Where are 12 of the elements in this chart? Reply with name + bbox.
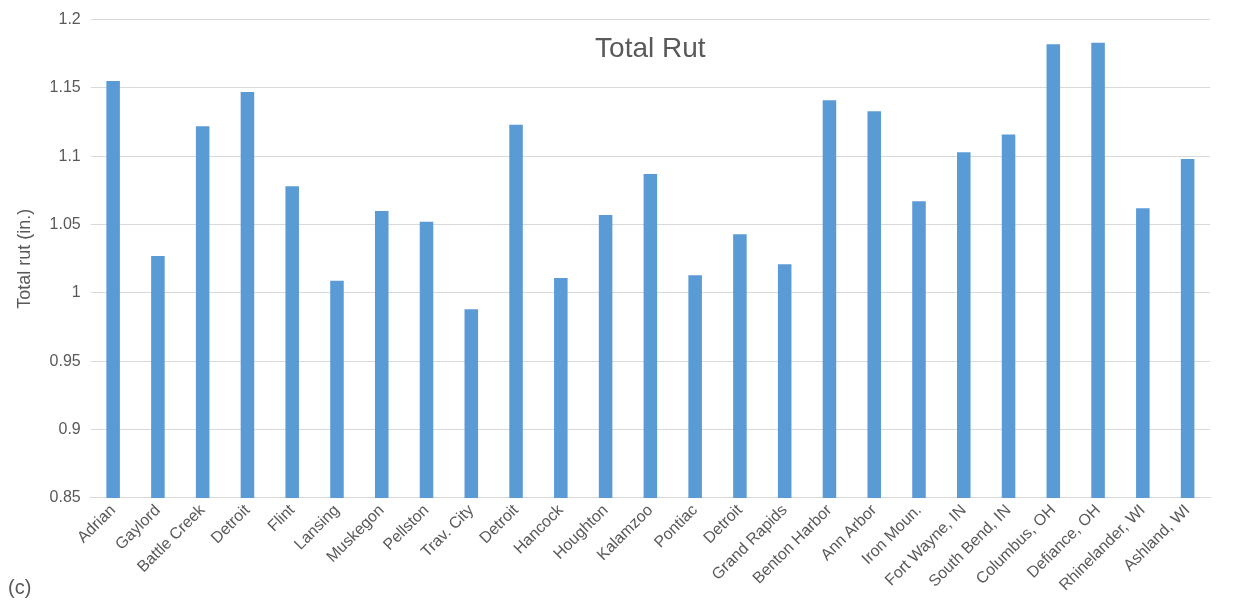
text: Total Rut (595, 32, 706, 64)
y-axis-title: Total rut (in.) (13, 208, 34, 309)
y-tick-label: 1.15 (49, 78, 81, 96)
y-tick-label: 1 (71, 283, 81, 301)
y-tick-label: 0.9 (58, 420, 81, 437)
y-tick-label: 1.05 (49, 215, 81, 232)
y-tick-label: 0.95 (49, 351, 81, 369)
y-tick-label: 1.1 (58, 146, 81, 164)
y-tick-label: 0.85 (49, 488, 81, 506)
text: (c) (8, 575, 32, 598)
y-tick-label: 1.2 (58, 10, 81, 28)
x-tick-label: Flint (264, 500, 298, 535)
